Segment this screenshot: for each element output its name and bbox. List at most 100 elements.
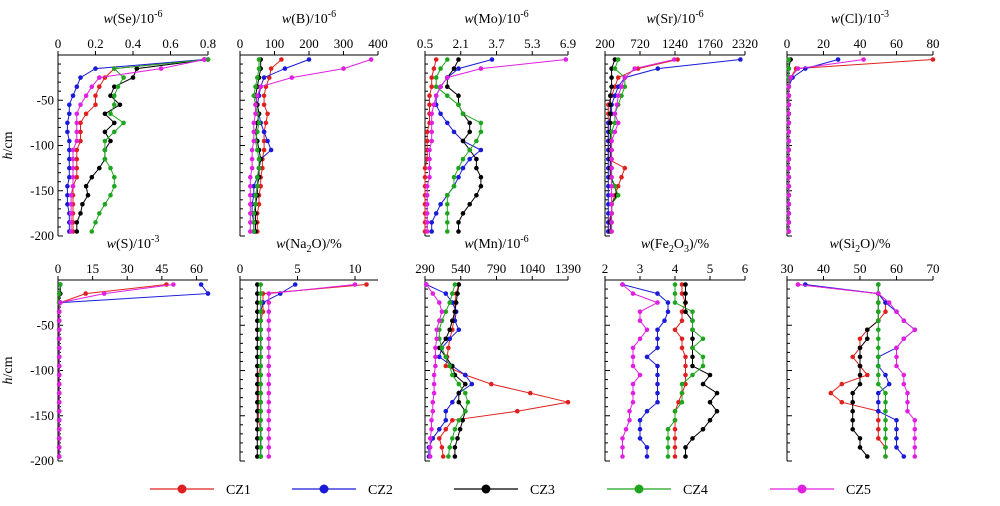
data-point bbox=[876, 381, 881, 387]
data-point bbox=[266, 372, 272, 378]
data-point bbox=[865, 327, 870, 333]
series-cz5 bbox=[609, 57, 677, 234]
data-point bbox=[901, 336, 907, 342]
data-point bbox=[74, 111, 80, 117]
data-point bbox=[865, 372, 870, 378]
data-point bbox=[254, 427, 260, 432]
data-point bbox=[433, 363, 438, 369]
data-point bbox=[258, 309, 264, 315]
title-part: 3 bbox=[684, 244, 689, 255]
series-cz1 bbox=[606, 57, 680, 234]
x-tick-label: 720 bbox=[630, 36, 650, 51]
data-point bbox=[620, 436, 625, 441]
data-point bbox=[690, 372, 695, 378]
x-tick-label: 6 bbox=[742, 261, 749, 276]
y-tick-label: -50 bbox=[37, 317, 54, 332]
data-point bbox=[70, 156, 76, 162]
series-cz5 bbox=[248, 57, 374, 234]
data-point bbox=[655, 381, 660, 387]
data-point bbox=[901, 372, 907, 378]
data-point bbox=[609, 220, 614, 225]
data-point bbox=[474, 156, 479, 162]
data-point bbox=[249, 156, 255, 162]
x-tick-label: 100 bbox=[265, 36, 285, 51]
title-w: w bbox=[464, 12, 474, 27]
x-tick-label: 0.4 bbox=[125, 36, 142, 51]
data-point bbox=[452, 427, 458, 432]
data-point bbox=[876, 345, 881, 351]
title-w: w bbox=[104, 12, 114, 27]
data-point bbox=[876, 282, 881, 287]
data-point bbox=[828, 390, 834, 396]
data-point bbox=[74, 165, 80, 171]
data-point bbox=[655, 363, 660, 369]
data-point bbox=[609, 138, 614, 144]
data-point bbox=[254, 291, 260, 296]
data-point bbox=[644, 354, 650, 360]
data-point bbox=[450, 436, 455, 441]
data-point bbox=[876, 327, 881, 333]
data-point bbox=[427, 93, 432, 98]
data-point bbox=[886, 300, 892, 305]
series-cz2 bbox=[249, 57, 312, 234]
data-point bbox=[439, 445, 445, 450]
data-point bbox=[115, 84, 121, 89]
panel-title: w(Mn)/10-6 bbox=[464, 234, 528, 252]
title-part: (Sr)/10 bbox=[656, 12, 696, 27]
data-point bbox=[786, 120, 792, 126]
data-point bbox=[655, 66, 661, 71]
data-point bbox=[683, 291, 688, 296]
data-point bbox=[463, 408, 468, 414]
data-point bbox=[912, 445, 918, 450]
data-point bbox=[438, 66, 443, 71]
data-point bbox=[786, 84, 792, 89]
data-point bbox=[788, 75, 793, 80]
data-point bbox=[445, 229, 450, 234]
data-point bbox=[865, 336, 870, 342]
data-point bbox=[672, 57, 677, 62]
data-point bbox=[258, 318, 264, 324]
data-point bbox=[424, 220, 430, 225]
data-point bbox=[609, 183, 614, 189]
series-cz2 bbox=[606, 57, 743, 234]
data-point bbox=[434, 327, 440, 333]
data-point bbox=[627, 418, 632, 423]
data-point bbox=[857, 436, 863, 441]
data-point bbox=[258, 408, 264, 414]
data-point bbox=[883, 445, 888, 450]
data-point bbox=[74, 84, 80, 89]
data-point bbox=[606, 211, 611, 216]
y-tick-label: -150 bbox=[30, 408, 54, 423]
y-label-unit: /cm bbox=[1, 131, 16, 152]
data-point bbox=[266, 345, 272, 351]
data-point bbox=[612, 66, 618, 71]
data-point bbox=[258, 372, 264, 378]
series-cz1 bbox=[256, 282, 369, 459]
data-point bbox=[786, 111, 792, 117]
data-point bbox=[424, 229, 430, 234]
title-part: (Si bbox=[839, 237, 855, 252]
data-point bbox=[612, 129, 618, 135]
series-line bbox=[607, 59, 741, 232]
data-point bbox=[615, 120, 621, 126]
data-point bbox=[108, 193, 113, 198]
series-line bbox=[797, 284, 886, 457]
data-point bbox=[258, 445, 264, 450]
data-point bbox=[609, 193, 614, 198]
data-point bbox=[430, 291, 436, 296]
panel-1: w(Se)/10-6 0 0.2 0.4 0.6 0.8 -50 -100 -150 -200 h/… bbox=[1, 9, 216, 243]
data-point bbox=[451, 183, 457, 189]
data-point bbox=[251, 229, 257, 234]
data-point bbox=[883, 309, 888, 315]
x-tick-label: 0 bbox=[784, 36, 791, 51]
data-point bbox=[427, 165, 432, 171]
data-point bbox=[249, 147, 255, 153]
panel-title: w(Si2O)/% bbox=[829, 237, 890, 255]
data-point bbox=[612, 111, 618, 117]
data-point bbox=[438, 202, 443, 207]
data-point bbox=[102, 138, 108, 144]
series-cz1 bbox=[795, 282, 888, 459]
series-line bbox=[446, 59, 482, 232]
data-point bbox=[644, 408, 650, 414]
data-point bbox=[266, 418, 272, 423]
